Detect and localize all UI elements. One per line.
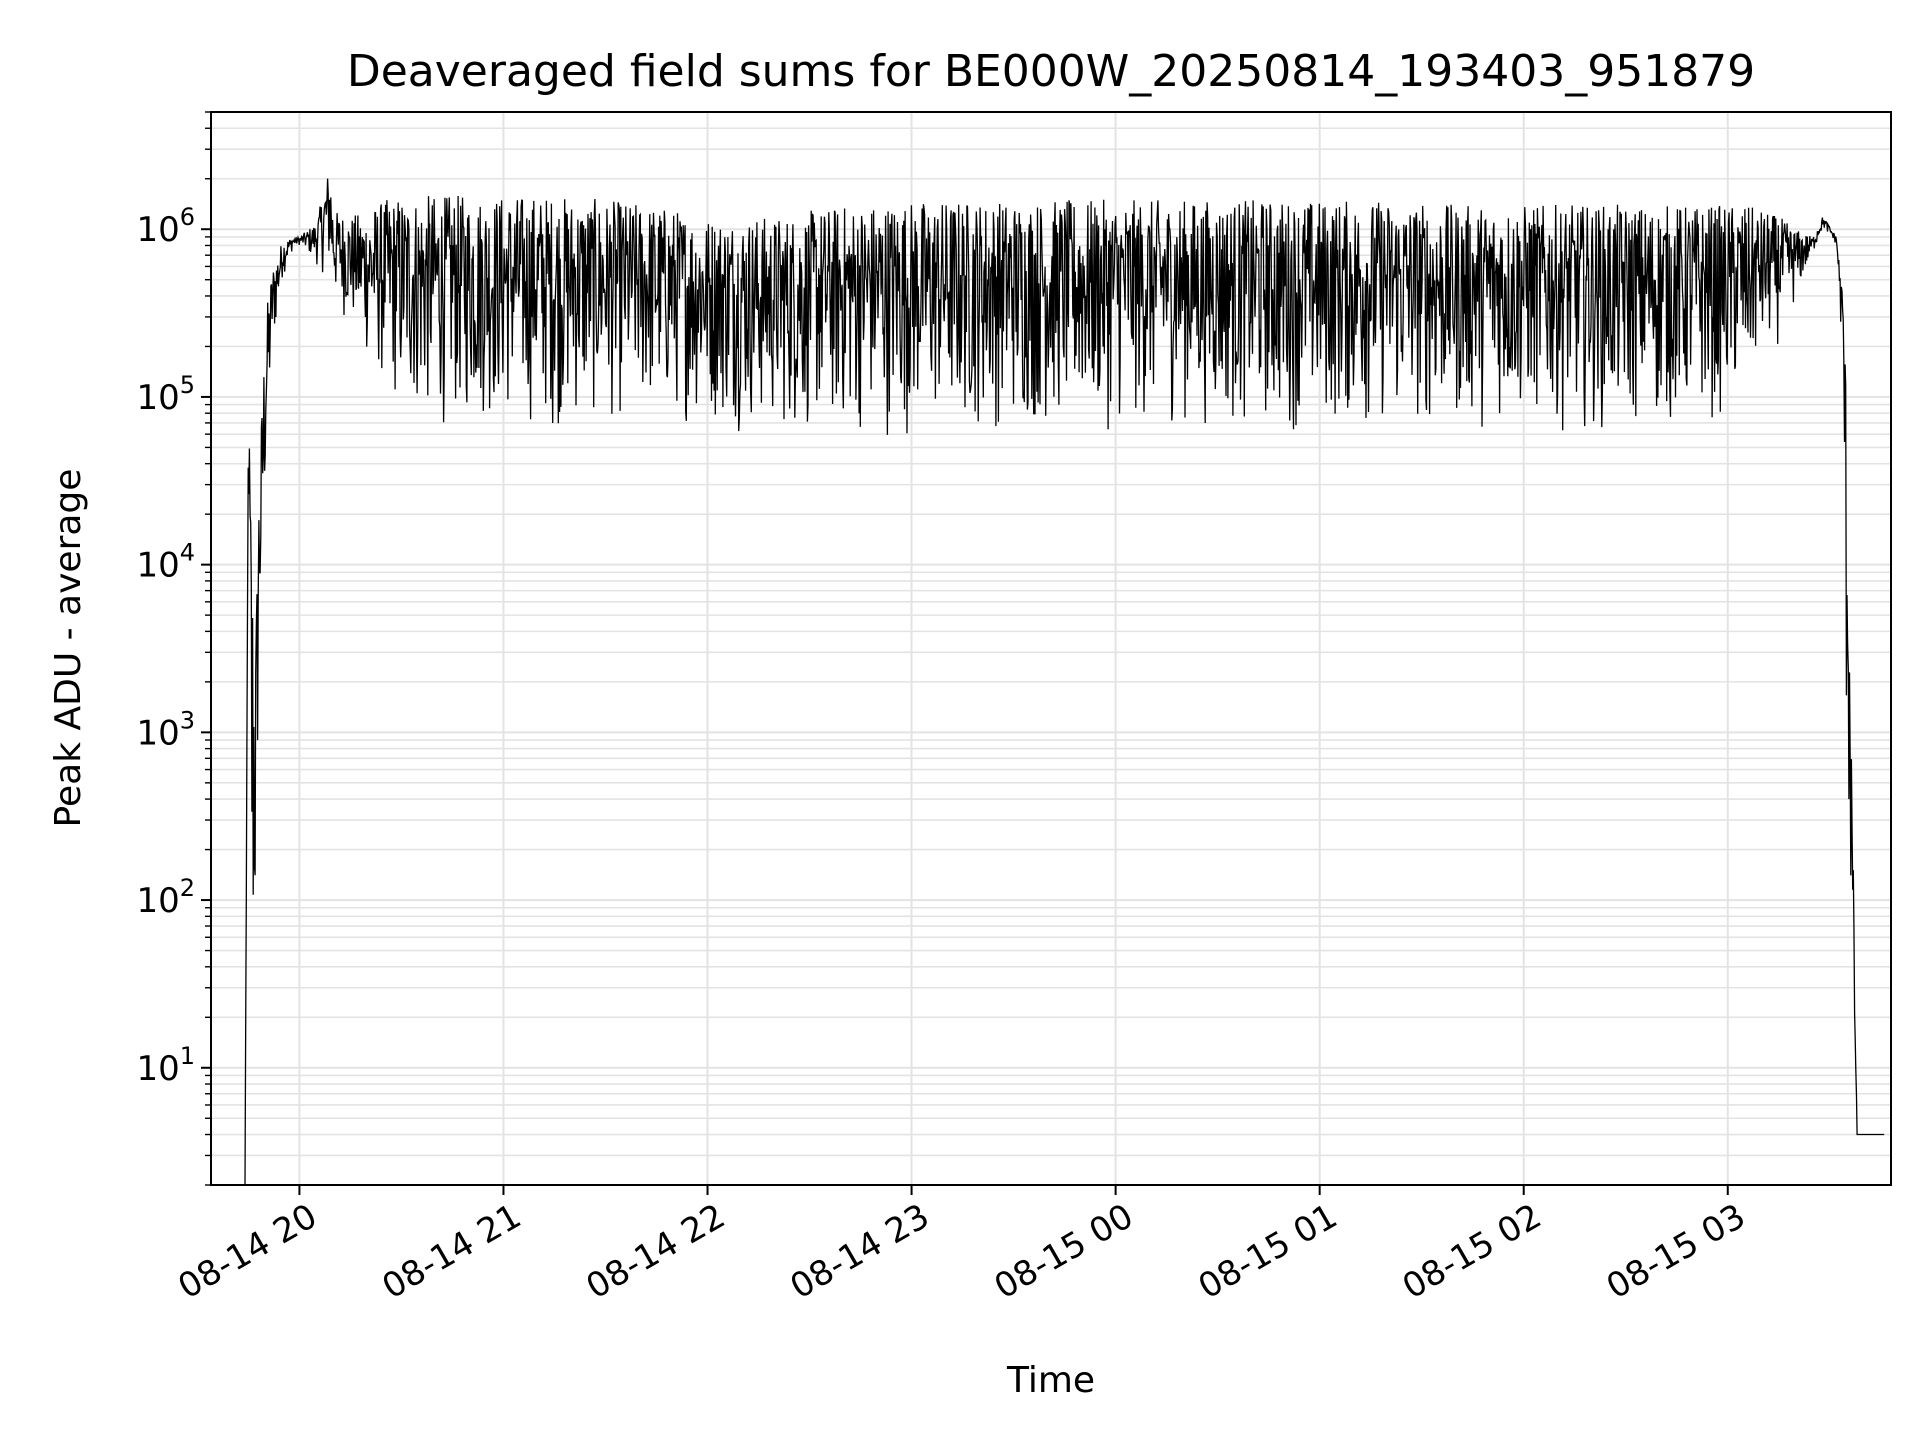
y-tick-exponent: 2: [180, 874, 195, 902]
y-tick-exponent: 3: [180, 706, 195, 734]
y-tick-base: 10: [136, 881, 179, 921]
y-tick-exponent: 5: [180, 371, 195, 399]
y-tick-base: 10: [136, 546, 179, 586]
chart-title: Deaveraged field sums for BE000W_2025081…: [347, 46, 1755, 97]
x-axis-label: Time: [1006, 1360, 1095, 1401]
y-tick-label: 102: [136, 874, 195, 921]
y-tick-label: 106: [136, 203, 195, 250]
y-tick-label: 103: [136, 706, 195, 753]
y-tick-base: 10: [136, 378, 179, 418]
y-tick-exponent: 4: [180, 539, 195, 567]
y-axis-label: Peak ADU - average: [48, 469, 89, 828]
y-tick-label: 101: [136, 1042, 195, 1089]
plot-area: [244, 178, 1885, 1186]
axes-frame: [210, 111, 1892, 1186]
y-tick-label: 105: [136, 371, 195, 418]
data-series-line: [244, 178, 1885, 1186]
y-tick-exponent: 6: [180, 203, 195, 231]
y-tick-exponent: 1: [180, 1042, 195, 1070]
y-tick-base: 10: [136, 713, 179, 753]
y-tick-base: 10: [136, 210, 179, 250]
y-tick-label: 104: [136, 539, 195, 586]
y-tick-base: 10: [136, 1049, 179, 1089]
